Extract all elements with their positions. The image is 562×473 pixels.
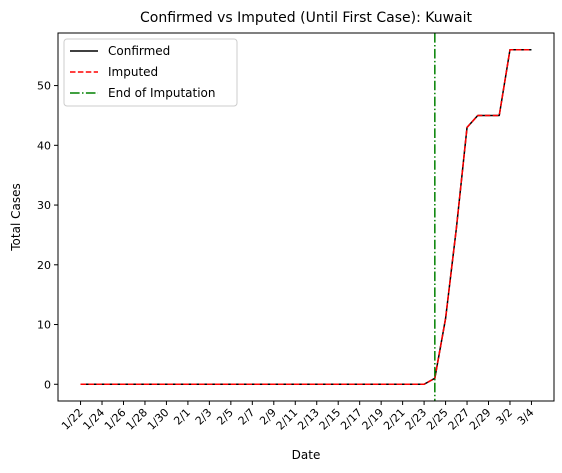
plot-frame [57, 32, 555, 402]
legend-box [63, 38, 238, 107]
y-tick-label: 40 [37, 139, 51, 152]
y-tick-label: 0 [44, 378, 51, 391]
y-axis: 0 10 20 30 40 50 [37, 80, 58, 391]
legend-label: End of Imputation [108, 86, 216, 100]
plot-area [80, 33, 532, 401]
chart-title: Confirmed vs Imputed (Until First Case):… [140, 10, 473, 26]
y-tick-label: 10 [37, 319, 51, 332]
y-tick-label: 30 [37, 199, 51, 212]
y-tick-label: 20 [37, 259, 51, 272]
y-tick-label: 50 [37, 80, 51, 93]
x-axis-label: Date [292, 448, 321, 462]
legend-label: Confirmed [108, 44, 170, 58]
series-line-imputed [80, 48, 532, 386]
y-axis-label: Total Cases [9, 183, 23, 251]
legend-label: Imputed [108, 65, 158, 79]
legend: Confirmed Imputed End of Imputation [63, 38, 238, 107]
